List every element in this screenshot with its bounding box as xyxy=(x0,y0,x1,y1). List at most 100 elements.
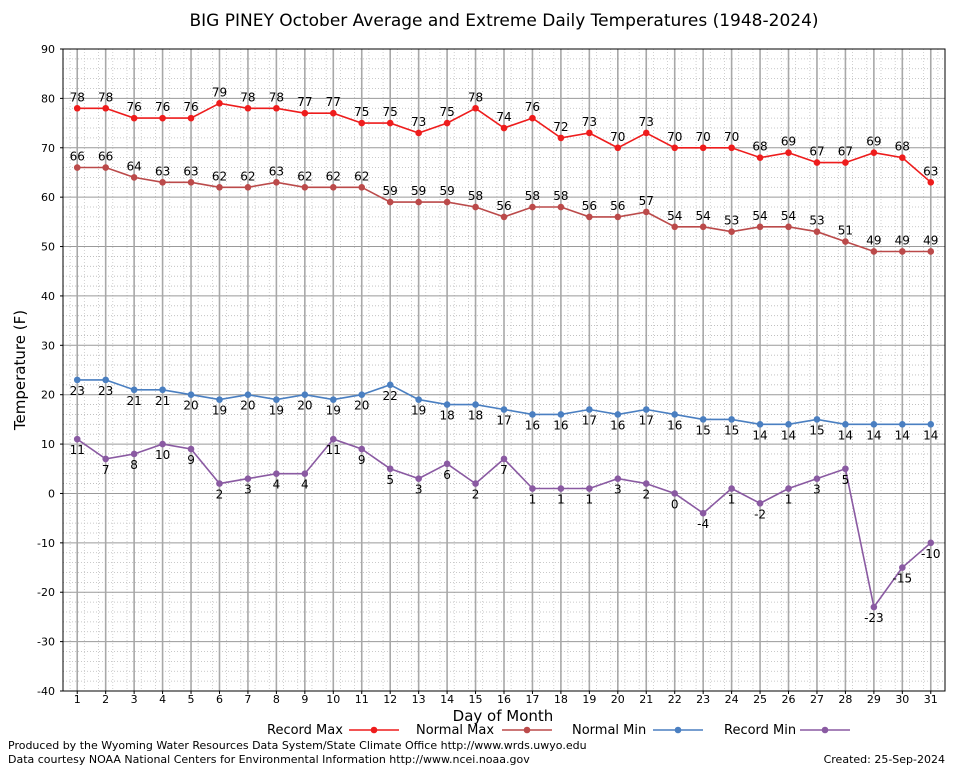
normal-min-point xyxy=(301,391,309,398)
record-max-point xyxy=(73,104,81,112)
normal-max-data-label: 66 xyxy=(98,150,113,164)
record-min-point xyxy=(301,470,309,478)
normal-max-point xyxy=(927,248,935,255)
x-tick-label: 13 xyxy=(412,693,426,706)
record-max-data-label: 70 xyxy=(610,130,625,144)
normal-max-data-label: 64 xyxy=(126,159,141,173)
y-axis-label: Temperature (F) xyxy=(11,310,29,431)
record-max-point xyxy=(130,114,138,122)
x-tick-label: 5 xyxy=(188,693,195,706)
record-min-point xyxy=(927,539,935,547)
normal-min-point xyxy=(187,391,195,398)
record-min-data-label: 2 xyxy=(642,488,650,502)
record-min-data-label: 1 xyxy=(785,493,793,507)
normal-max-point xyxy=(785,223,792,231)
normal-min-data-label: 14 xyxy=(866,428,881,442)
record-min-point xyxy=(244,475,252,482)
normal-min-data-label: 22 xyxy=(383,389,398,403)
record-min-point xyxy=(386,465,394,473)
record-max-data-label: 69 xyxy=(866,135,881,149)
x-tick-label: 27 xyxy=(810,693,824,706)
record-min-point xyxy=(586,485,593,492)
normal-max-data-label: 54 xyxy=(667,209,682,223)
record-max-point xyxy=(699,144,707,152)
record-max-data-label: 67 xyxy=(809,145,824,159)
x-tick-label: 15 xyxy=(469,693,483,706)
normal-min-data-label: 14 xyxy=(781,428,796,442)
normal-min-point xyxy=(614,411,622,418)
normal-max-data-label: 66 xyxy=(70,150,85,164)
normal-min-data-label: 16 xyxy=(525,418,540,432)
normal-min-data-label: 14 xyxy=(752,428,767,442)
normal-max-data-label: 62 xyxy=(297,169,312,183)
legend-marker-normal-min xyxy=(674,726,682,734)
record-max-data-label: 68 xyxy=(895,140,910,154)
y-tick-label: 10 xyxy=(41,438,55,451)
normal-max-point xyxy=(301,183,309,191)
record-min-point xyxy=(842,465,849,473)
record-min-data-label: 3 xyxy=(244,483,252,497)
normal-max-point xyxy=(273,179,280,186)
record-max-data-label: 63 xyxy=(923,164,938,178)
record-min-point xyxy=(159,440,166,448)
y-tick-label: 60 xyxy=(41,191,55,204)
legend-marker-record-max xyxy=(370,726,378,734)
record-min-data-label: 5 xyxy=(842,473,850,487)
x-tick-label: 19 xyxy=(582,693,596,706)
record-max-data-label: 70 xyxy=(696,130,711,144)
normal-min-point xyxy=(500,406,508,413)
record-min-point xyxy=(358,445,366,453)
normal-min-point xyxy=(842,421,849,428)
normal-min-point xyxy=(159,386,166,394)
normal-max-point xyxy=(244,183,252,191)
record-max-point xyxy=(529,114,536,122)
record-min-data-label: 10 xyxy=(155,448,170,462)
y-tick-label: 0 xyxy=(48,487,55,500)
y-tick-label: -40 xyxy=(37,685,55,698)
normal-min-data-label: 18 xyxy=(468,409,483,423)
x-tick-label: 12 xyxy=(383,693,397,706)
normal-max-point xyxy=(756,223,764,231)
normal-max-point xyxy=(642,208,650,216)
footer-courtesy: Data courtesy NOAA National Centers for … xyxy=(8,753,530,766)
normal-max-point xyxy=(500,213,508,221)
normal-min-point xyxy=(642,406,650,413)
normal-max-data-label: 62 xyxy=(326,169,341,183)
normal-max-point xyxy=(386,198,394,206)
normal-max-data-label: 63 xyxy=(269,164,284,178)
record-min-data-label: -23 xyxy=(864,611,884,625)
normal-min-data-label: 16 xyxy=(610,418,625,432)
record-min-data-label: 7 xyxy=(500,463,508,477)
record-max-point xyxy=(614,144,622,152)
normal-max-point xyxy=(813,228,821,236)
record-max-point xyxy=(273,104,280,112)
record-max-data-label: 70 xyxy=(724,130,739,144)
record-min-point xyxy=(642,480,650,487)
normal-min-point xyxy=(443,401,451,408)
normal-max-data-label: 49 xyxy=(866,233,881,247)
legend-marker-record-min xyxy=(821,726,829,734)
normal-max-data-label: 53 xyxy=(809,214,824,228)
record-max-point xyxy=(500,124,508,132)
normal-max-point xyxy=(443,198,451,206)
record-min-data-label: 4 xyxy=(273,478,281,492)
normal-min-data-label: 14 xyxy=(838,428,853,442)
x-tick-label: 1 xyxy=(74,693,81,706)
normal-max-data-label: 53 xyxy=(724,214,739,228)
normal-max-point xyxy=(358,183,366,191)
x-tick-label: 24 xyxy=(725,693,739,706)
normal-min-data-label: 19 xyxy=(269,404,284,418)
normal-max-data-label: 58 xyxy=(525,189,540,203)
normal-max-data-label: 51 xyxy=(838,224,853,238)
normal-max-point xyxy=(102,164,109,171)
normal-min-data-label: 16 xyxy=(667,418,682,432)
x-tick-label: 21 xyxy=(639,693,653,706)
record-min-point xyxy=(813,475,821,482)
record-min-point xyxy=(415,475,422,482)
normal-min-data-label: 20 xyxy=(297,399,312,413)
y-tick-label: -30 xyxy=(37,636,55,649)
record-max-data-label: 78 xyxy=(240,90,255,104)
record-min-point xyxy=(73,435,81,443)
x-tick-label: 16 xyxy=(497,693,511,706)
